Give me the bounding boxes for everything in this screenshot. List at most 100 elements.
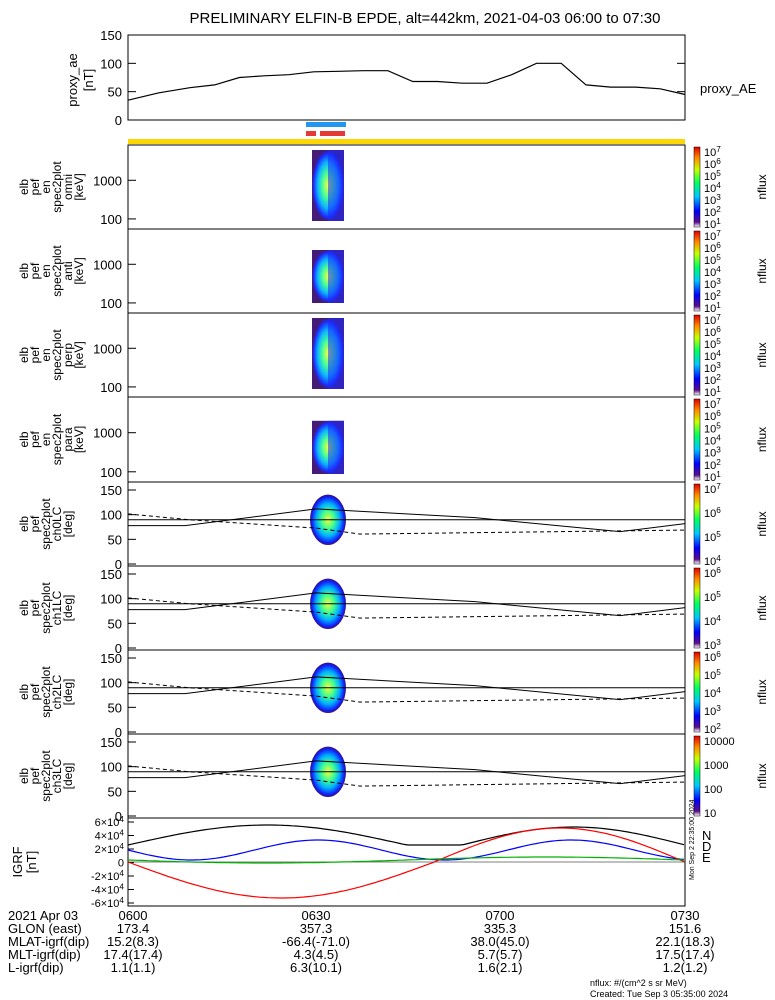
colorbar-tick-label: 106 [704,566,721,580]
spectrogram-edge-perp [328,318,344,389]
ytick-label: -4×104 [91,883,124,897]
ylabel-line: en [39,433,53,446]
footer-time-3: 0730 [671,908,700,923]
ylabel-line: pef [28,346,42,363]
colorbar-label: nflux [755,342,769,367]
ytick-label: 50 [108,616,122,631]
ylabel-line: [deg] [61,511,75,538]
anti-loss-cone-line [127,513,686,535]
ylabel-line: perp [61,343,75,367]
panel-frame [127,228,686,314]
colorbar-tick-label: 104 [704,434,721,448]
ylabel-line: para [61,427,75,451]
igrf-total-line [127,824,685,846]
loss-cone-line [128,508,686,533]
colorbar-tick-label: 105 [704,169,721,183]
ylabel-line: [keV] [72,257,86,284]
colorbar-tick-label: 105 [704,668,721,682]
ylabel-line: pef [28,515,42,532]
ylabel-line: omni [61,174,75,200]
colorbar-tick-label: 10000 [704,736,735,748]
footer-row-value: 1.1(1.1) [111,960,156,975]
colorbar-tick-label: 104 [704,349,721,363]
colorbar-label: nflux [755,511,769,536]
colorbar [693,230,701,312]
ylabel-line: [keV] [72,426,86,453]
colorbar-tick-label: 101 [704,385,721,399]
state-bars [128,122,685,144]
footer-row-value: 151.6 [669,921,702,936]
proxy-ae-legend: proxy_AE [700,81,757,96]
footer-row-value: 17.5(17.4) [655,947,714,962]
ytick-label: 100 [100,380,122,395]
ylabel-line: elb [17,768,31,784]
ytick-label: 150 [100,28,122,43]
colorbar-tick-label: 10 [704,808,716,820]
ylabel-line: spec2plot [39,582,53,634]
footer-row-label: MLAT-igrf(dip) [8,934,89,949]
yellow-state-bar [128,139,685,144]
ylabel-line: [deg] [61,763,75,790]
colorbar-tick-label: 1000 [704,760,728,772]
footer-row-value: 17.4(17.4) [103,947,162,962]
red-state-bar-2 [320,131,345,136]
ytick-label: 0 [115,641,122,656]
ylabel-line: elb [17,347,31,363]
colorbar-tick-label: 107 [704,482,721,496]
blue-state-bar [306,122,346,127]
colorbar-tick-label: 106 [704,241,721,255]
ytick-label: 50 [108,700,122,715]
units-note: nflux: #/(cm^2 s sr MeV) [590,978,687,988]
ylabel-line: pef [28,599,42,616]
ylabel-line: elb [17,431,31,447]
red-state-bar [306,131,316,136]
igrf-legend-n: N [702,828,711,843]
colorbar-label: nflux [755,763,769,788]
ylabel-line: anti [61,261,75,280]
ytick-label: 100 [100,676,122,691]
ytick-label: 100 [100,56,122,71]
ylabel-line: [keV] [72,173,86,200]
ytick-label: 150 [100,483,122,498]
ylabel-line: [deg] [61,679,75,706]
igrf-unit: [nT] [24,851,39,873]
footer-time-0: 0600 [119,908,148,923]
colorbar-tick-label: 101 [704,470,721,484]
colorbar-tick-label: 105 [704,337,721,351]
colorbar-tick-label: 106 [704,506,721,520]
ytick-label: 6×104 [95,815,125,829]
spectrogram-edge-para [328,420,344,474]
spectrogram-panels: 1000100elbpefenspec2plotomni[keV]1071061… [17,144,769,824]
ylabel-line: elb [17,684,31,700]
colorbar [693,651,701,733]
colorbar-tick-label: 102 [704,205,721,219]
colorbar-tick-label: 105 [704,253,721,267]
panel-anti: 1000100elbpefenspec2plotanti[keV]1071061… [17,228,769,315]
ylabel-line: ch0LC [50,506,64,541]
footer-rows: GLON (east) 173.4 357.3 335.3 151.6 MLAT-igrf… [8,921,715,975]
footer-time-1: 0630 [302,908,331,923]
footer-row-value: 335.3 [484,921,517,936]
colorbar-tick-label: 103 [704,277,721,291]
ylabel-line: spec2plot [39,666,53,718]
footer-row-value: 15.2(8.3) [107,934,159,949]
igrf-legend-d: D [702,839,711,854]
igrf-ylabel: IGRF [10,846,25,877]
ytick-label: 50 [108,85,122,100]
colorbar-tick-label: 107 [704,313,721,327]
figure-title: PRELIMINARY ELFIN-B EPDE, alt=442km, 202… [190,10,661,27]
colorbar-tick-label: 101 [704,217,721,231]
ylabel-line: [keV] [72,341,86,368]
panel-frame [127,312,686,398]
colorbar-label: nflux [755,427,769,452]
ylabel-line: pef [28,430,42,447]
colorbar-tick-label: 106 [704,157,721,171]
footer-row-value: 173.4 [117,921,150,936]
